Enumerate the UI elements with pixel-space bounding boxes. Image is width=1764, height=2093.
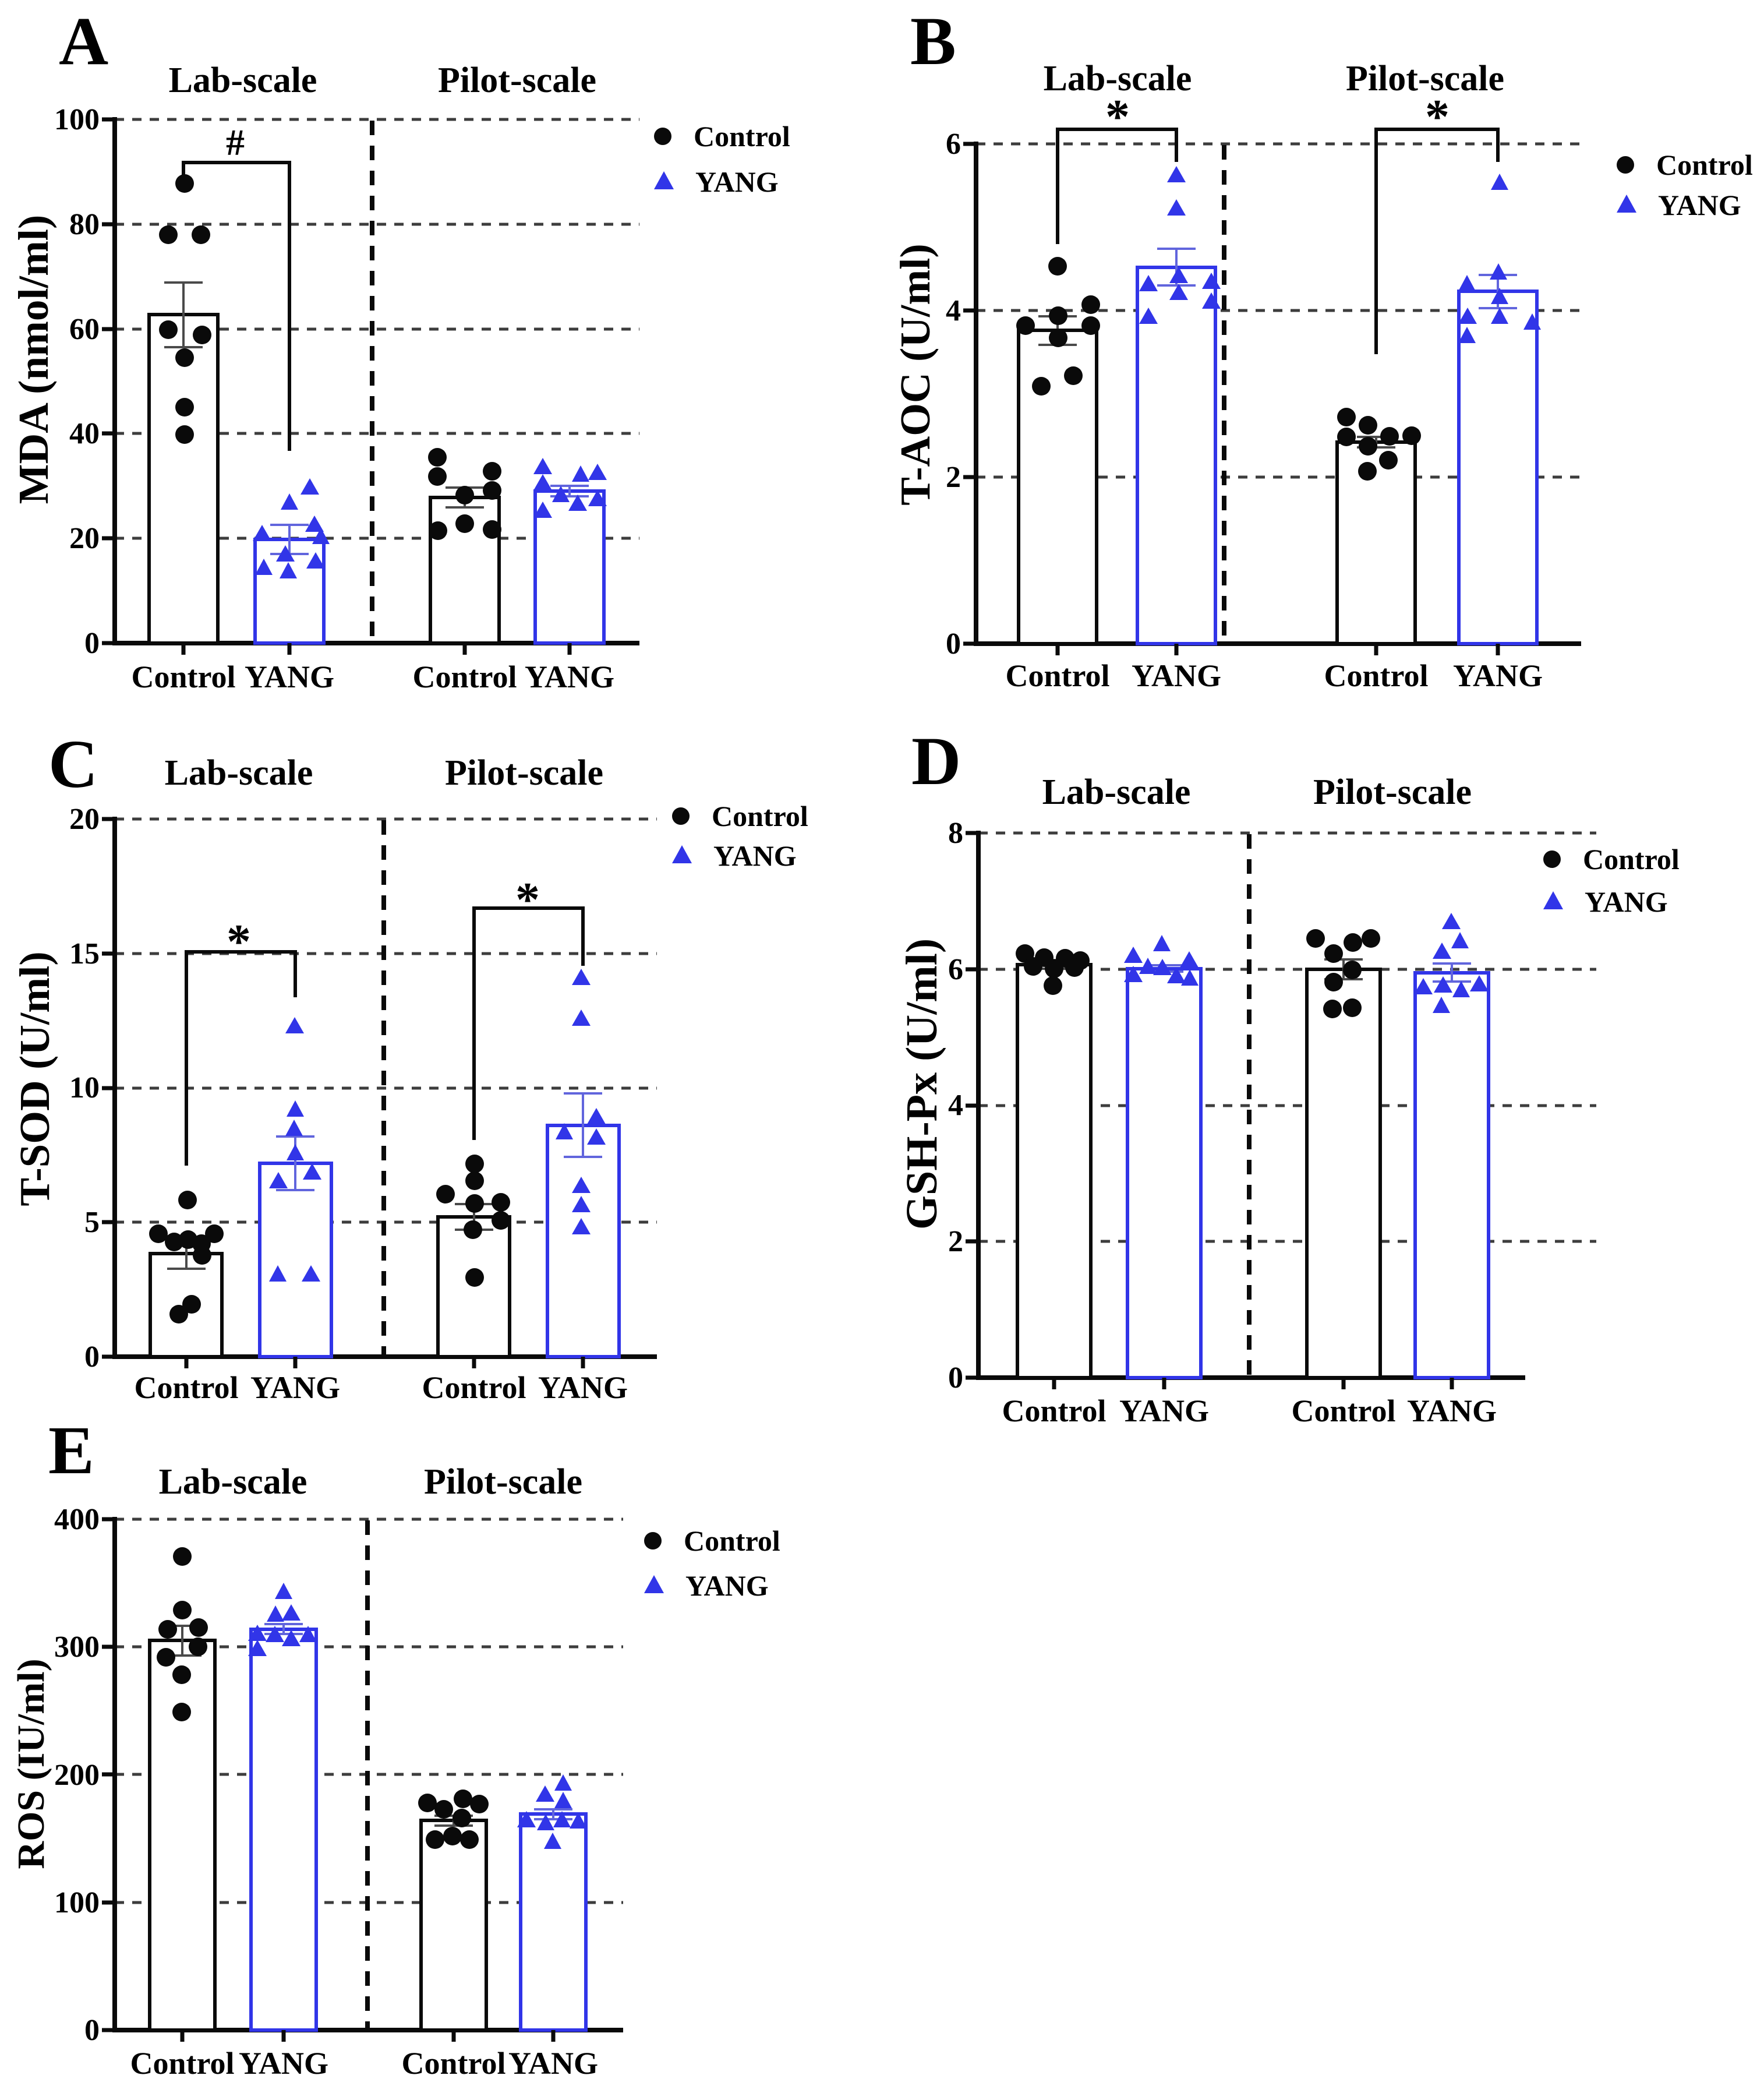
svg-text:Control: Control [712, 800, 808, 832]
svg-text:B: B [910, 3, 956, 79]
svg-text:Lab-scale: Lab-scale [169, 61, 317, 100]
svg-text:Control: Control [401, 2046, 505, 2081]
svg-text:100: 100 [54, 103, 100, 136]
svg-text:*: * [1105, 90, 1130, 144]
svg-text:15: 15 [69, 937, 100, 970]
svg-text:Control: Control [1656, 149, 1753, 181]
svg-text:Control: Control [1583, 843, 1680, 876]
svg-text:40: 40 [69, 417, 100, 450]
svg-text:MDA (nmol/ml): MDA (nmol/ml) [10, 215, 57, 504]
svg-text:GSH-Px (U/ml): GSH-Px (U/ml) [897, 938, 946, 1230]
svg-text:0: 0 [84, 1340, 100, 1374]
svg-text:5: 5 [84, 1206, 100, 1239]
svg-text:Lab-scale: Lab-scale [165, 753, 313, 793]
svg-text:Control: Control [694, 120, 790, 153]
svg-text:6: 6 [946, 128, 961, 161]
svg-text:YANG: YANG [245, 659, 334, 694]
svg-text:6: 6 [948, 953, 963, 986]
svg-text:YANG: YANG [713, 839, 797, 872]
svg-text:A: A [59, 3, 108, 79]
svg-text:YANG: YANG [250, 1370, 340, 1405]
svg-text:YANG: YANG [239, 2046, 328, 2081]
svg-text:Pilot-scale: Pilot-scale [1346, 59, 1504, 98]
svg-text:Control: Control [684, 1524, 780, 1557]
svg-text:C: C [48, 726, 98, 802]
svg-text:Pilot-scale: Pilot-scale [438, 61, 596, 100]
svg-text:YANG: YANG [1407, 1393, 1497, 1428]
svg-text:300: 300 [54, 1630, 100, 1664]
svg-text:YANG: YANG [1119, 1393, 1209, 1428]
svg-text:Control: Control [1002, 1393, 1106, 1428]
svg-text:E: E [48, 1412, 94, 1488]
svg-text:Lab-scale: Lab-scale [1044, 59, 1192, 98]
svg-text:80: 80 [69, 208, 100, 241]
svg-text:0: 0 [946, 627, 961, 661]
svg-text:2: 2 [948, 1225, 963, 1258]
svg-text:Pilot-scale: Pilot-scale [1313, 772, 1472, 812]
svg-text:Lab-scale: Lab-scale [159, 1462, 307, 1502]
svg-text:0: 0 [948, 1361, 963, 1395]
svg-text:Control: Control [131, 659, 235, 694]
svg-text:2: 2 [946, 461, 961, 494]
svg-text:YANG: YANG [1132, 658, 1221, 693]
svg-text:60: 60 [69, 313, 100, 346]
svg-text:0: 0 [84, 2014, 100, 2047]
svg-text:T-SOD (U/ml): T-SOD (U/ml) [11, 951, 58, 1206]
svg-text:Control: Control [134, 1370, 238, 1405]
svg-text:10: 10 [69, 1071, 100, 1104]
svg-text:20: 20 [69, 803, 100, 836]
svg-text:*: * [1425, 90, 1450, 144]
svg-text:YANG: YANG [695, 165, 779, 198]
svg-text:Lab-scale: Lab-scale [1042, 772, 1191, 812]
svg-text:T-AOC (U/ml): T-AOC (U/ml) [892, 243, 939, 505]
svg-text:YANG: YANG [1453, 658, 1543, 693]
svg-text:YANG: YANG [1585, 885, 1668, 918]
svg-text:100: 100 [54, 1886, 100, 1919]
svg-text:*: * [515, 873, 540, 927]
svg-text:*: * [227, 915, 251, 969]
svg-text:Control: Control [1005, 658, 1109, 693]
svg-text:Pilot-scale: Pilot-scale [445, 753, 603, 793]
svg-text:ROS (IU/ml): ROS (IU/ml) [10, 1658, 52, 1869]
svg-text:8: 8 [948, 817, 963, 850]
svg-text:D: D [911, 723, 961, 799]
svg-text:4: 4 [948, 1089, 963, 1122]
svg-text:Control: Control [1291, 1393, 1395, 1428]
svg-text:0: 0 [84, 627, 100, 660]
svg-text:Control: Control [1324, 658, 1428, 693]
svg-text:YANG: YANG [685, 1569, 769, 1602]
svg-text:Pilot-scale: Pilot-scale [424, 1462, 582, 1502]
svg-text:Control: Control [412, 659, 517, 694]
svg-text:4: 4 [946, 294, 961, 327]
svg-text:200: 200 [54, 1759, 100, 1792]
svg-text:YANG: YANG [508, 2046, 598, 2081]
svg-text:Control: Control [422, 1370, 526, 1405]
svg-text:#: # [226, 122, 245, 163]
svg-text:400: 400 [54, 1503, 100, 1536]
svg-text:20: 20 [69, 522, 100, 555]
svg-text:YANG: YANG [525, 659, 614, 694]
svg-text:Control: Control [130, 2046, 234, 2081]
svg-text:YANG: YANG [538, 1370, 628, 1405]
svg-text:YANG: YANG [1658, 189, 1741, 221]
